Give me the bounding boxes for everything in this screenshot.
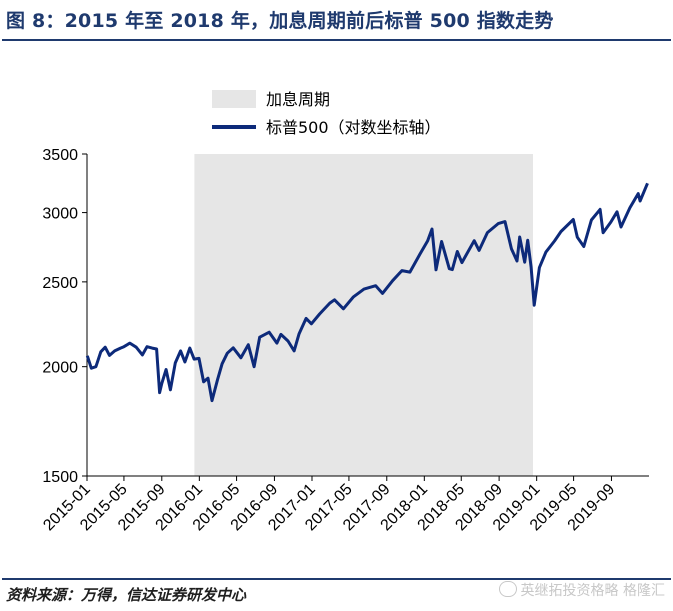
sp500-line-chart: 150020002500300035002015-012015-052015-0… <box>40 90 649 534</box>
watermark-text: 英继拓投资格略 格隆汇 <box>520 583 665 599</box>
shade-layer <box>194 154 533 476</box>
sp500-series-line <box>85 182 649 403</box>
y-tick-label: 3000 <box>42 206 78 223</box>
y-tick-label: 2500 <box>42 275 78 292</box>
wechat-icon <box>498 581 517 597</box>
footer-divider <box>2 578 671 580</box>
legend-label-sp500: 标普500（对数坐标轴） <box>266 118 441 137</box>
y-tick-label: 2000 <box>42 360 78 377</box>
y-tick-label: 3500 <box>42 147 78 164</box>
chart-title: 图 8：2015 年至 2018 年，加息周期前后标普 500 指数走势 <box>6 10 554 32</box>
y-tick-label: 1500 <box>42 469 78 486</box>
series-layer <box>85 182 649 403</box>
title-divider <box>2 39 671 41</box>
watermark: 英继拓投资格略 格隆汇 <box>498 580 665 600</box>
legend-label-rate-hike: 加息周期 <box>266 90 330 109</box>
source-note: 资料来源：万得，信达证券研发中心 <box>6 586 247 604</box>
rate-hike-period-shade <box>194 154 533 476</box>
legend-swatch-rate-hike <box>212 90 256 108</box>
